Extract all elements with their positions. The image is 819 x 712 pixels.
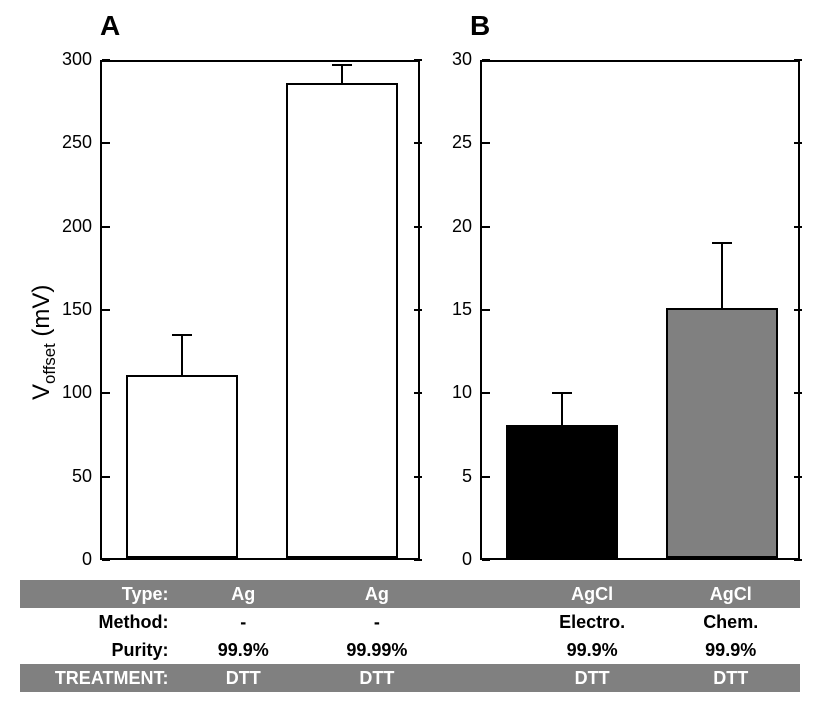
y-tick xyxy=(482,476,490,478)
panel-a-label: A xyxy=(100,10,120,42)
cell: 99.99% xyxy=(310,640,444,661)
cell: Ag xyxy=(176,584,310,605)
cell: 99.9% xyxy=(523,640,662,661)
chart-b-right-border xyxy=(798,60,800,560)
y-tick xyxy=(482,392,490,394)
cell: DTT xyxy=(523,668,662,689)
chart-b-top-border xyxy=(480,60,800,62)
y-tick xyxy=(102,559,110,561)
y-tick xyxy=(102,142,110,144)
error-bar xyxy=(341,65,343,85)
y-tick-label: 50 xyxy=(50,466,92,487)
y-tick-label: 25 xyxy=(430,132,472,153)
cell: Ag xyxy=(310,584,444,605)
y-tick xyxy=(482,226,490,228)
row-header: Purity: xyxy=(20,640,176,661)
y-tick-label: 100 xyxy=(50,382,92,403)
error-cap xyxy=(712,242,732,244)
ylabel-sub: offset xyxy=(40,343,59,384)
row-header: TREATMENT: xyxy=(20,668,176,689)
cell: Electro. xyxy=(523,612,662,633)
table-row: Type:AgAgAgClAgCl xyxy=(20,580,800,608)
error-cap xyxy=(332,64,352,66)
y-tick xyxy=(482,559,490,561)
y-tick-label: 30 xyxy=(430,49,472,70)
data-table: Type:AgAgAgClAgClMethod:--Electro.Chem.P… xyxy=(20,580,800,692)
cell: AgCl xyxy=(523,584,662,605)
panel-b-label: B xyxy=(470,10,490,42)
error-bar xyxy=(181,335,183,377)
y-tick xyxy=(102,476,110,478)
chart-a-top-border xyxy=(100,60,420,62)
error-bar xyxy=(561,393,563,426)
y-tick xyxy=(102,226,110,228)
cell: 99.9% xyxy=(661,640,800,661)
cell: Chem. xyxy=(661,612,800,633)
y-tick-label: 200 xyxy=(50,216,92,237)
error-bar xyxy=(721,243,723,310)
y-tick-label: 5 xyxy=(430,466,472,487)
y-tick-label: 0 xyxy=(430,549,472,570)
y-tick xyxy=(482,309,490,311)
bar xyxy=(506,425,618,558)
cell: - xyxy=(310,612,444,633)
y-tick-label: 250 xyxy=(50,132,92,153)
chart-a-right-border xyxy=(418,60,420,560)
cell: DTT xyxy=(310,668,444,689)
row-header: Method: xyxy=(20,612,176,633)
cell: DTT xyxy=(661,668,800,689)
y-tick xyxy=(482,142,490,144)
bar xyxy=(666,308,778,558)
bar xyxy=(286,83,398,558)
y-tick-label: 150 xyxy=(50,299,92,320)
y-tick-label: 300 xyxy=(50,49,92,70)
chart-b xyxy=(480,60,800,560)
y-tick-label: 10 xyxy=(430,382,472,403)
table-row: Method:--Electro.Chem. xyxy=(20,608,800,636)
cell: AgCl xyxy=(661,584,800,605)
figure: A B Voffset (mV) Type:AgAgAgClAgClMethod… xyxy=(0,0,819,712)
chart-a xyxy=(100,60,420,560)
y-tick-label: 15 xyxy=(430,299,472,320)
cell: - xyxy=(176,612,310,633)
y-tick xyxy=(102,392,110,394)
error-cap xyxy=(552,392,572,394)
cell: DTT xyxy=(176,668,310,689)
y-tick xyxy=(102,309,110,311)
cell: 99.9% xyxy=(176,640,310,661)
y-tick-label: 0 xyxy=(50,549,92,570)
table-row: Purity:99.9%99.99%99.9%99.9% xyxy=(20,636,800,664)
bar xyxy=(126,375,238,558)
table-row: TREATMENT:DTTDTTDTTDTT xyxy=(20,664,800,692)
error-cap xyxy=(172,334,192,336)
row-header: Type: xyxy=(20,584,176,605)
y-tick-label: 20 xyxy=(430,216,472,237)
